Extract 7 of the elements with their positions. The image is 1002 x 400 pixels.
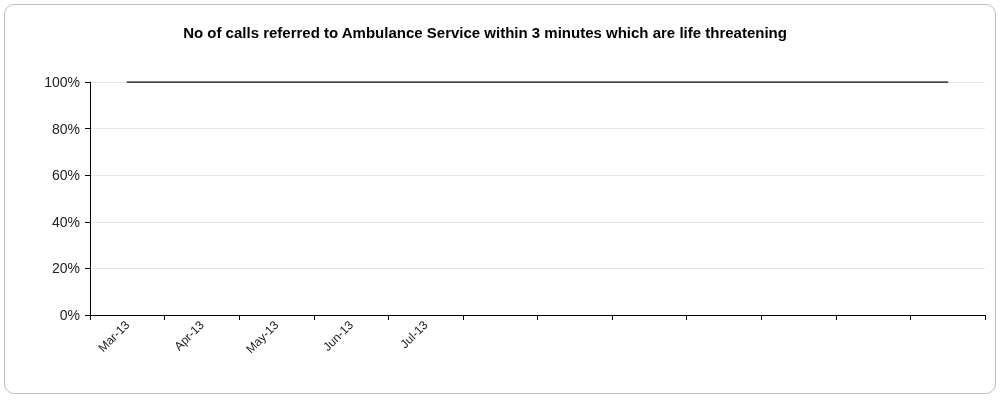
y-tick-label: 80% (51, 120, 80, 137)
y-tick-label: 0% (59, 307, 80, 323)
y-tick-label: 20% (51, 260, 80, 277)
y-tick-label: 100% (44, 74, 80, 90)
y-tick-label: 60% (51, 167, 80, 184)
y-tick-label: 40% (51, 213, 80, 230)
chart-title: No of calls referred to Ambulance Service within 3 minutes which are life threatening (183, 23, 787, 41)
